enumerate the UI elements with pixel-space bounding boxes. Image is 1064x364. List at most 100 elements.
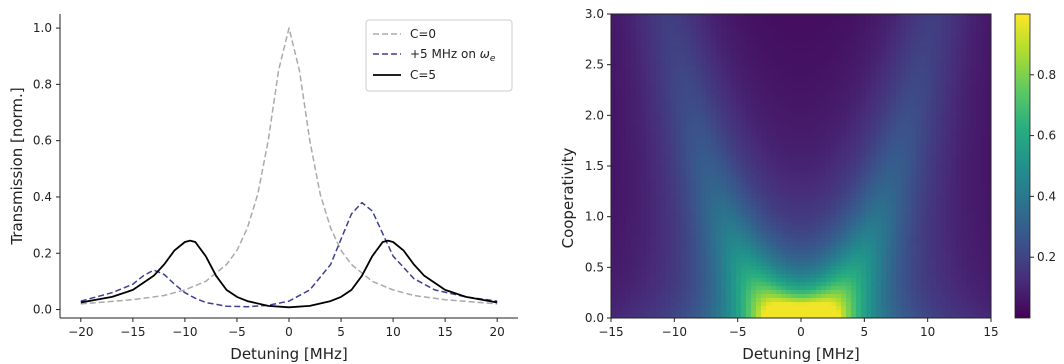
heatmap-cell	[711, 126, 717, 131]
heatmap-cell	[831, 270, 837, 275]
heatmap-cell	[636, 234, 642, 239]
heatmap-cell	[836, 46, 842, 51]
heatmap-cell	[636, 134, 642, 139]
heatmap-cell	[986, 262, 992, 267]
heatmap-cell	[886, 94, 892, 99]
heatmap-cell	[796, 198, 802, 203]
heatmap-cell	[966, 210, 972, 215]
heatmap-cell	[751, 14, 757, 19]
heatmap-cell	[836, 82, 842, 87]
heatmap-cell	[816, 214, 822, 219]
heatmap-cell	[676, 218, 682, 223]
heatmap-cell	[646, 90, 652, 95]
heatmap-cell	[711, 78, 717, 83]
heatmap-cell	[941, 158, 947, 163]
heatmap-cell	[911, 158, 917, 163]
heatmap-cell	[681, 258, 687, 263]
heatmap-cell	[676, 210, 682, 215]
heatmap-cell	[891, 142, 897, 147]
heatmap-cell	[956, 142, 962, 147]
heatmap-cell	[826, 158, 832, 163]
heatmap-cell	[866, 246, 872, 251]
heatmap-cell	[751, 18, 757, 23]
heatmap-cell	[646, 134, 652, 139]
heatmap-cell	[851, 70, 857, 75]
heatmap-cell	[696, 26, 702, 31]
heatmap-cell	[941, 258, 947, 263]
heatmap-cell	[861, 42, 867, 47]
heatmap-cell	[686, 70, 692, 75]
heatmap-cell	[711, 174, 717, 179]
heatmap-cell	[811, 170, 817, 175]
heatmap-cell	[681, 198, 687, 203]
heatmap-cell	[676, 14, 682, 19]
heatmap-cell	[951, 194, 957, 199]
heatmap-cell	[611, 238, 617, 243]
heatmap-cell	[926, 50, 932, 55]
heatmap-cell	[676, 246, 682, 251]
heatmap-cell	[676, 230, 682, 235]
heatmap-cell	[876, 22, 882, 27]
heatmap-cell	[636, 138, 642, 143]
heatmap-cell	[766, 270, 772, 275]
heatmap-cell	[696, 146, 702, 151]
heatmap-cell	[856, 78, 862, 83]
heatmap-cell	[756, 238, 762, 243]
heatmap-cell	[696, 14, 702, 19]
heatmap-cell	[926, 270, 932, 275]
heatmap-cell	[691, 250, 697, 255]
heatmap-cell	[956, 186, 962, 191]
heatmap-cell	[856, 18, 862, 23]
heatmap-cell	[851, 58, 857, 63]
heatmap-cell	[841, 226, 847, 231]
heatmap-cell	[841, 162, 847, 167]
heatmap-cell	[776, 154, 782, 159]
heatmap-cell	[981, 90, 987, 95]
heatmap-cell	[756, 170, 762, 175]
heatmap-cell	[881, 66, 887, 71]
heatmap-cell	[636, 166, 642, 171]
heatmap-cell	[806, 86, 812, 91]
heatmap-cell	[831, 74, 837, 79]
heatmap-cell	[791, 258, 797, 263]
heatmap-cell	[866, 266, 872, 271]
heatmap-cell	[761, 102, 767, 107]
heatmap-cell	[866, 198, 872, 203]
heatmap-cell	[716, 270, 722, 275]
heatmap-cell	[761, 262, 767, 267]
heatmap-cell	[751, 206, 757, 211]
heatmap-cell	[961, 198, 967, 203]
heatmap-cell	[766, 202, 772, 207]
heatmap-cell	[816, 54, 822, 59]
heatmap-cell	[971, 110, 977, 115]
heatmap-cell	[666, 22, 672, 27]
heatmap-cell	[711, 122, 717, 127]
heatmap-cell	[636, 26, 642, 31]
heatmap-cell	[896, 158, 902, 163]
heatmap-cell	[676, 226, 682, 231]
heatmap-cell	[741, 58, 747, 63]
heatmap-cell	[771, 94, 777, 99]
heatmap-cell	[731, 246, 737, 251]
heatmap-cell	[931, 166, 937, 171]
heatmap-cell	[626, 194, 632, 199]
heatmap-cell	[796, 214, 802, 219]
heatmap-cell	[641, 38, 647, 43]
heatmap-cell	[826, 130, 832, 135]
heatmap-cell	[846, 166, 852, 171]
heatmap-cell	[611, 78, 617, 83]
heatmap-cell	[706, 178, 712, 183]
heatmap-cell	[616, 130, 622, 135]
heatmap-cell	[841, 206, 847, 211]
heatmap-cell	[766, 174, 772, 179]
heatmap-cell	[881, 14, 887, 19]
heatmap-cell	[701, 58, 707, 63]
heatmap-cell	[916, 206, 922, 211]
heatmap-cell	[931, 22, 937, 27]
heatmap-cell	[956, 194, 962, 199]
heatmap-cell	[861, 258, 867, 263]
heatmap-cell	[731, 182, 737, 187]
heatmap-cell	[886, 230, 892, 235]
heatmap-cell	[876, 170, 882, 175]
heatmap-cell	[961, 254, 967, 259]
